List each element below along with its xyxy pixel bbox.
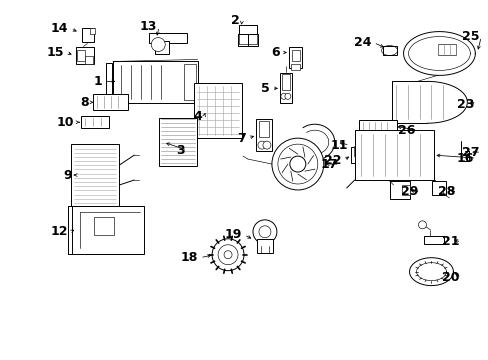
Bar	[77, 50, 85, 62]
Text: 15: 15	[47, 46, 64, 59]
Circle shape	[418, 221, 426, 229]
Bar	[71, 144, 119, 206]
Bar	[289, 46, 302, 68]
Circle shape	[212, 239, 244, 271]
Bar	[401, 185, 408, 195]
Circle shape	[285, 93, 290, 99]
Bar	[259, 121, 268, 137]
Circle shape	[258, 141, 265, 149]
Bar	[256, 239, 272, 253]
Bar	[82, 28, 94, 41]
Text: 27: 27	[461, 145, 478, 159]
Bar	[238, 33, 247, 45]
Text: 16: 16	[456, 152, 473, 165]
Text: 23: 23	[456, 98, 473, 111]
Bar	[431, 181, 446, 195]
Circle shape	[271, 138, 323, 190]
Text: 25: 25	[461, 30, 478, 43]
Text: 29: 29	[400, 185, 418, 198]
Bar	[382, 45, 396, 55]
Text: 11: 11	[329, 139, 347, 152]
Bar	[281, 75, 289, 90]
Bar	[389, 181, 408, 199]
Text: 2: 2	[231, 14, 240, 27]
Bar	[239, 24, 256, 39]
Text: 10: 10	[57, 116, 74, 129]
Bar	[194, 83, 242, 138]
Text: 26: 26	[397, 124, 415, 137]
Bar	[438, 44, 455, 55]
Bar	[85, 57, 93, 64]
Circle shape	[277, 144, 317, 184]
Text: 24: 24	[353, 36, 371, 49]
Text: 17: 17	[320, 158, 337, 171]
Bar	[291, 64, 300, 71]
Text: 7: 7	[237, 132, 245, 145]
Text: 9: 9	[64, 168, 72, 181]
Bar	[93, 94, 127, 110]
Text: 12: 12	[51, 225, 68, 238]
Bar	[72, 206, 144, 254]
Circle shape	[151, 37, 165, 51]
Bar	[149, 32, 187, 42]
Text: 20: 20	[441, 271, 458, 284]
Text: 5: 5	[261, 82, 269, 95]
Text: 13: 13	[140, 20, 157, 33]
Text: 4: 4	[193, 110, 202, 123]
Text: 21: 21	[441, 235, 458, 248]
Circle shape	[252, 220, 276, 244]
Circle shape	[280, 93, 286, 99]
Circle shape	[259, 226, 270, 238]
Bar	[90, 28, 95, 33]
Bar	[94, 217, 114, 235]
Bar	[291, 50, 299, 62]
Text: 22: 22	[324, 154, 341, 167]
Text: 18: 18	[181, 251, 198, 264]
Circle shape	[218, 245, 238, 265]
Bar	[354, 130, 433, 180]
Text: 8: 8	[80, 96, 88, 109]
Circle shape	[263, 141, 270, 149]
Text: 1: 1	[94, 75, 102, 88]
Bar	[155, 41, 169, 54]
Bar	[353, 146, 361, 156]
Bar	[183, 64, 195, 100]
Text: 3: 3	[176, 144, 185, 157]
Text: 6: 6	[271, 46, 279, 59]
Bar	[113, 62, 197, 103]
Bar	[81, 116, 109, 128]
Bar	[424, 236, 444, 244]
Bar	[255, 119, 271, 151]
Bar	[247, 33, 258, 45]
Text: 19: 19	[224, 228, 242, 241]
Bar	[350, 147, 364, 163]
Bar	[159, 118, 197, 166]
Bar	[106, 63, 112, 101]
Circle shape	[289, 156, 305, 172]
Text: 28: 28	[437, 185, 454, 198]
Circle shape	[224, 251, 232, 259]
Bar	[279, 73, 291, 103]
Bar	[76, 46, 94, 64]
Text: 14: 14	[51, 22, 68, 35]
Bar	[358, 120, 396, 132]
